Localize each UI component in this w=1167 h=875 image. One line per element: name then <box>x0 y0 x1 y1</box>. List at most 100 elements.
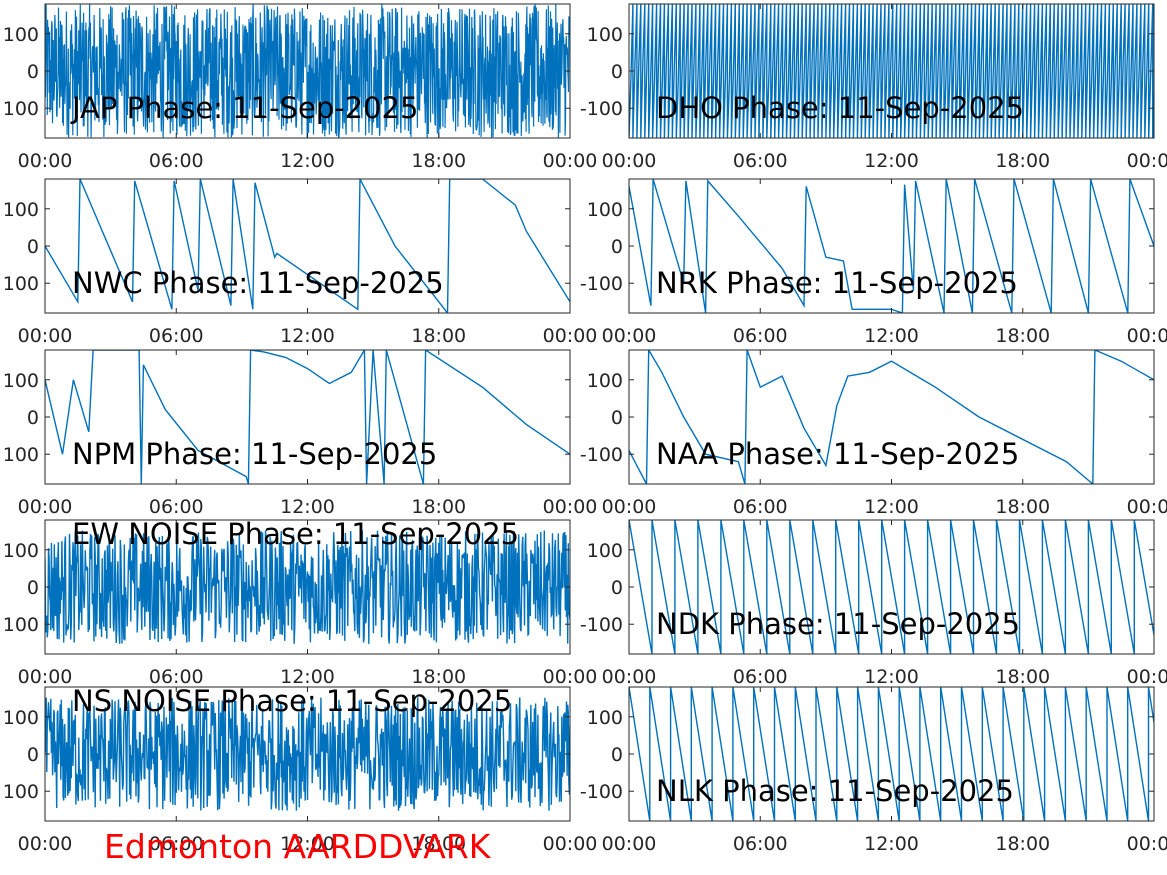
x-tick-label: 00:00 <box>602 833 657 855</box>
x-tick-label: 12:00 <box>864 833 919 855</box>
phase-series-line <box>629 520 1154 654</box>
x-tick-label: 18:00 <box>411 666 466 688</box>
phase-series-line <box>629 179 1154 313</box>
y-tick-label: -100 <box>580 98 623 120</box>
x-tick-label: 06:00 <box>149 666 204 688</box>
y-tick-label: 100 <box>3 614 39 636</box>
x-tick-label: 00:00 <box>1127 150 1167 172</box>
x-tick-label: 00:00 <box>602 325 657 347</box>
y-tick-label: 0 <box>611 236 623 258</box>
x-tick-label: 18:00 <box>995 833 1050 855</box>
x-tick-label: 18:00 <box>995 496 1050 518</box>
phase-series-line <box>629 4 1154 138</box>
x-tick-label: 06:00 <box>149 325 204 347</box>
y-tick-label: 100 <box>3 781 39 803</box>
x-tick-label: 06:00 <box>149 150 204 172</box>
panel-title: NRK Phase: 11-Sep-2025 <box>656 266 1018 300</box>
x-tick-label: 00:00 <box>602 666 657 688</box>
x-tick-label: 06:00 <box>733 666 788 688</box>
y-tick-label: 0 <box>611 577 623 599</box>
phase-series-line <box>45 179 570 313</box>
x-tick-label: 12:00 <box>864 325 919 347</box>
phase-panel: 100 0 -100 00:00 06:00 12:00 18:00 00:00 NAA Pha… <box>580 349 1167 518</box>
y-tick-label: 0 <box>27 407 39 429</box>
phase-panel: 100 0 100 00:00 06:00 12:00 18:00 00:00 NPM Phas… <box>3 349 598 518</box>
phase-series-line <box>629 350 1154 484</box>
x-tick-label: 00:00 <box>543 666 598 688</box>
x-tick-label: 00:00 <box>18 496 73 518</box>
panel-title: NS NOISE Phase: 11-Sep-2025 <box>72 684 512 718</box>
y-tick-label: 0 <box>27 744 39 766</box>
x-tick-label: 00:00 <box>543 833 598 855</box>
phase-series-line <box>629 687 1154 821</box>
x-tick-label: 06:00 <box>733 325 788 347</box>
x-tick-label: 18:00 <box>995 325 1050 347</box>
x-tick-label: 12:00 <box>864 666 919 688</box>
phase-series-line <box>45 350 570 484</box>
phase-panel: 100 0 100 00:00 06:00 12:00 18:00 00:00 NS NOISE… <box>3 684 598 855</box>
x-tick-label: 18:00 <box>411 496 466 518</box>
panel-title: NLK Phase: 11-Sep-2025 <box>656 774 1014 808</box>
x-tick-label: 00:00 <box>18 325 73 347</box>
y-tick-label: 100 <box>587 199 623 221</box>
x-tick-label: 00:00 <box>602 496 657 518</box>
phase-panel: 100 0 100 00:00 06:00 12:00 18:00 00:00 JAP Phas… <box>3 3 597 172</box>
x-tick-label: 00:00 <box>543 325 598 347</box>
y-tick-label: 100 <box>3 24 39 46</box>
station-footer-label: Edmonton AARDDVARK <box>104 827 491 866</box>
panel-title: NWC Phase: 11-Sep-2025 <box>72 266 444 300</box>
x-tick-label: 00:00 <box>543 496 598 518</box>
panel-title: NAA Phase: 11-Sep-2025 <box>656 437 1019 471</box>
y-tick-label: 100 <box>3 707 39 729</box>
phase-panel: 100 0 -100 00:00 06:00 12:00 18:00 00:00 NLK Pha… <box>580 686 1167 855</box>
y-tick-label: -100 <box>580 781 623 803</box>
x-tick-label: 06:00 <box>733 496 788 518</box>
phase-panel: 100 0 -100 00:00 06:00 12:00 18:00 00:00 NRK Pha… <box>580 178 1167 347</box>
y-tick-label: -100 <box>580 444 623 466</box>
x-tick-label: 06:00 <box>733 150 788 172</box>
x-tick-label: 18:00 <box>411 833 466 855</box>
x-tick-label: 12:00 <box>280 666 335 688</box>
y-tick-label: 0 <box>27 236 39 258</box>
y-tick-label: 100 <box>587 24 623 46</box>
x-tick-label: 12:00 <box>280 496 335 518</box>
y-tick-label: 100 <box>587 540 623 562</box>
x-tick-label: 12:00 <box>280 150 335 172</box>
y-tick-label: 0 <box>611 407 623 429</box>
y-tick-label: 0 <box>611 61 623 83</box>
x-tick-label: 06:00 <box>733 833 788 855</box>
phase-series-line <box>45 530 570 644</box>
x-tick-label: 12:00 <box>280 325 335 347</box>
panel-title: NPM Phase: 11-Sep-2025 <box>72 437 437 471</box>
x-tick-label: 18:00 <box>411 150 466 172</box>
x-tick-label: 18:00 <box>995 150 1050 172</box>
x-tick-label: 06:00 <box>149 833 204 855</box>
x-tick-label: 00:00 <box>18 666 73 688</box>
y-tick-label: 100 <box>587 707 623 729</box>
y-tick-label: 0 <box>27 61 39 83</box>
phase-panel: 100 0 100 00:00 06:00 12:00 18:00 00:00 NWC Phas… <box>3 178 598 347</box>
x-tick-label: 06:00 <box>149 496 204 518</box>
y-tick-label: 100 <box>3 98 39 120</box>
panel-title: DHO Phase: 11-Sep-2025 <box>656 91 1024 125</box>
y-tick-label: 100 <box>3 199 39 221</box>
panel-title: JAP Phase: 11-Sep-2025 <box>70 91 418 125</box>
panel-title: NDK Phase: 11-Sep-2025 <box>656 607 1020 641</box>
phase-series-line <box>45 697 570 811</box>
x-tick-label: 12:00 <box>864 496 919 518</box>
x-tick-label: 00:00 <box>18 150 73 172</box>
phase-panel: 100 0 -100 00:00 06:00 12:00 18:00 00:00 DHO Pha… <box>580 3 1167 172</box>
phase-panel: 100 0 100 00:00 06:00 12:00 18:00 00:00 EW NOISE… <box>3 517 598 688</box>
phase-panel: 100 0 -100 00:00 06:00 12:00 18:00 00:00 NDK Pha… <box>580 519 1167 688</box>
panel-title: EW NOISE Phase: 11-Sep-2025 <box>72 517 519 551</box>
y-tick-label: 100 <box>3 273 39 295</box>
y-tick-label: 100 <box>587 370 623 392</box>
x-tick-label: 00:00 <box>1127 325 1167 347</box>
y-tick-label: 0 <box>27 577 39 599</box>
x-tick-label: 00:00 <box>602 150 657 172</box>
y-tick-label: -100 <box>580 273 623 295</box>
x-tick-label: 18:00 <box>411 325 466 347</box>
x-tick-label: 12:00 <box>864 150 919 172</box>
x-tick-label: 00:00 <box>1127 833 1167 855</box>
